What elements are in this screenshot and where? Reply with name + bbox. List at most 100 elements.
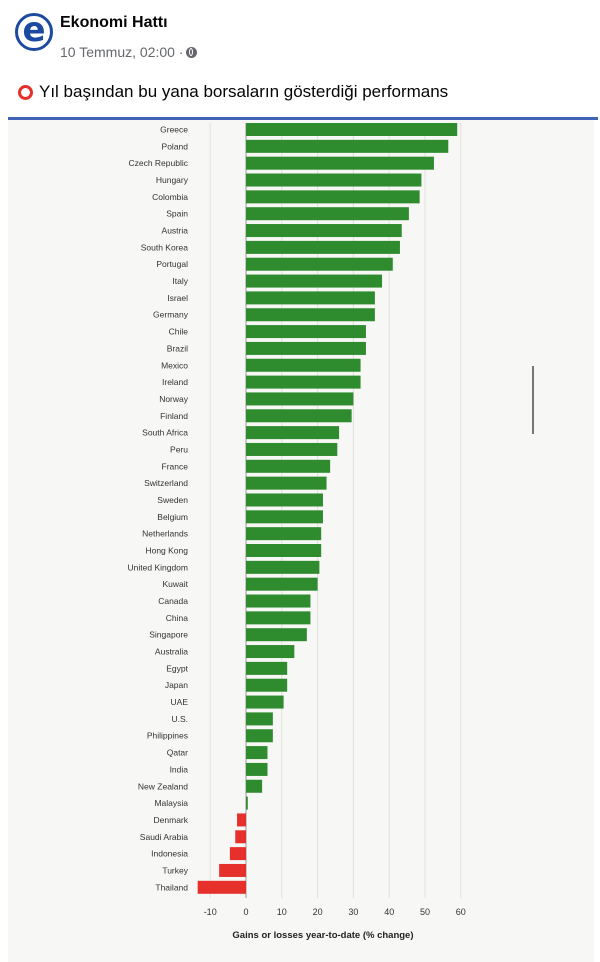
bar-saudi-arabia <box>235 830 246 844</box>
category-label: Norway <box>159 394 189 404</box>
category-label: Ireland <box>162 377 188 387</box>
bar-australia <box>246 645 295 659</box>
x-tick-label: 20 <box>313 907 323 917</box>
category-label: Malaysia <box>154 798 188 808</box>
bar-denmark <box>237 813 246 827</box>
post-date[interactable]: 10 Temmuz, 02:00 · <box>60 44 184 60</box>
bar-singapore <box>246 628 307 642</box>
category-label: Finland <box>160 411 188 421</box>
category-label: Peru <box>170 444 188 454</box>
bar-egypt <box>246 661 288 675</box>
bar-ireland <box>246 375 361 389</box>
bar-turkey <box>219 863 246 877</box>
bar-chile <box>246 325 366 339</box>
category-label: Portugal <box>156 259 188 269</box>
category-label: Netherlands <box>142 529 188 539</box>
bar-south-africa <box>246 426 340 440</box>
bar-italy <box>246 274 383 288</box>
x-tick-label: 50 <box>420 907 430 917</box>
bar-norway <box>246 392 354 406</box>
bar-canada <box>246 594 311 608</box>
bar-brazil <box>246 341 366 355</box>
bar-peru <box>246 442 338 456</box>
scrollbar-thumb[interactable] <box>532 366 534 434</box>
bar-hungary <box>246 173 422 187</box>
category-label: Thailand <box>155 882 188 892</box>
category-label: South Korea <box>141 242 189 252</box>
chart-panel: Greece Poland Czech Republic Hungary Colombi… <box>8 120 594 962</box>
bar-japan <box>246 678 288 692</box>
bar-belgium <box>246 510 323 524</box>
category-label: Germany <box>153 310 189 320</box>
ekonomi-hatti-logo-icon: e <box>22 9 46 50</box>
bar-south-korea <box>246 240 400 254</box>
bar-germany <box>246 308 375 322</box>
bar-sweden <box>246 493 323 507</box>
bar-israel <box>246 291 375 305</box>
category-label: Czech Republic <box>128 158 188 168</box>
x-tick-label: -10 <box>204 907 217 917</box>
category-label: Hong Kong <box>145 546 188 556</box>
category-label: U.S. <box>171 714 188 724</box>
x-tick-label: 30 <box>348 907 358 917</box>
category-label: Belgium <box>157 512 188 522</box>
x-tick-label: 10 <box>277 907 287 917</box>
bar-spain <box>246 207 409 221</box>
post-header: e Ekonomi Hattı 10 Temmuz, 02:00 · Yıl b… <box>0 0 600 118</box>
category-label: Austria <box>162 226 189 236</box>
category-label: Indonesia <box>151 849 188 859</box>
category-label: India <box>170 764 189 774</box>
bar-france <box>246 459 331 473</box>
category-label: United Kingdom <box>128 562 188 572</box>
category-label: Italy <box>172 276 188 286</box>
x-tick-label: 40 <box>384 907 394 917</box>
red-circle-icon <box>18 84 33 100</box>
category-label: Canada <box>158 596 188 606</box>
bar-greece <box>246 123 458 136</box>
category-label: Saudi Arabia <box>140 832 188 842</box>
category-labels: Greece Poland Czech Republic Hungary Colombi… <box>128 125 189 893</box>
category-label: Philippines <box>147 731 188 741</box>
category-label: Denmark <box>154 815 189 825</box>
bar-finland <box>246 409 352 423</box>
bar-czech-republic <box>246 156 434 170</box>
bar-poland <box>246 139 449 153</box>
category-label: Singapore <box>149 630 188 640</box>
category-label: Mexico <box>161 360 188 370</box>
x-axis-label: Gains or losses year-to-date (% change) <box>232 930 413 941</box>
bar-new-zealand <box>246 779 263 793</box>
bar-u-s <box>246 712 273 726</box>
page-avatar[interactable]: e <box>15 13 53 51</box>
bar-uae <box>246 695 284 709</box>
bar-colombia <box>246 190 420 204</box>
category-label: Poland <box>162 141 189 151</box>
bar-china <box>246 611 311 625</box>
page-name[interactable]: Ekonomi Hattı <box>60 14 168 31</box>
category-label: Brazil <box>167 343 188 353</box>
category-label: Sweden <box>157 495 188 505</box>
bar-switzerland <box>246 476 327 490</box>
category-label: Chile <box>169 327 189 337</box>
x-tick-labels: -10 0 10 20 30 40 50 60 <box>204 907 466 917</box>
bar-chart: Greece Poland Czech Republic Hungary Colombi… <box>128 123 466 941</box>
bar-hong-kong <box>246 544 322 557</box>
post-caption: Yıl başından bu yana borsaların gösterdi… <box>18 82 448 102</box>
category-label: New Zealand <box>138 781 188 791</box>
category-label: Japan <box>165 680 188 690</box>
bar-united-kingdom <box>246 560 320 574</box>
category-label: Australia <box>155 647 188 657</box>
bar-mexico <box>246 358 361 372</box>
bar-qatar <box>246 746 268 760</box>
category-label: Colombia <box>152 192 188 202</box>
category-label: Egypt <box>166 663 188 673</box>
category-label: China <box>166 613 188 623</box>
category-label: Kuwait <box>162 579 188 589</box>
bars <box>197 123 458 894</box>
bar-india <box>246 762 268 776</box>
category-label: UAE <box>171 697 189 707</box>
category-label: Greece <box>160 125 188 135</box>
post-meta: 10 Temmuz, 02:00 · <box>60 44 198 60</box>
category-label: France <box>162 461 189 471</box>
bar-kuwait <box>246 577 318 591</box>
category-label: South Africa <box>142 428 188 438</box>
